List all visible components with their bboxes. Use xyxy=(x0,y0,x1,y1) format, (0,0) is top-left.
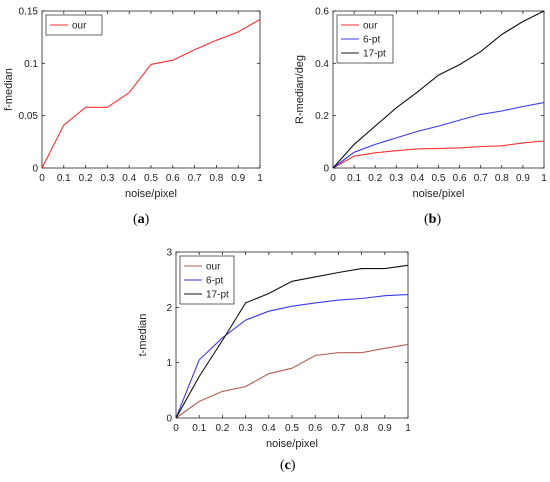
x-tick-label: 0.7 xyxy=(331,423,345,434)
x-tick-label: 0.4 xyxy=(122,173,136,184)
x-tick-label: 0.4 xyxy=(410,173,424,184)
x-tick-label: 0.3 xyxy=(389,173,403,184)
x-tick-label: 0.6 xyxy=(166,173,180,184)
y-tick-label: 3 xyxy=(166,248,172,259)
x-tick-label: 0 xyxy=(173,423,179,434)
x-tick-label: 0.6 xyxy=(308,423,322,434)
x-tick-label: 0.8 xyxy=(209,173,223,184)
x-tick-label: 0.1 xyxy=(347,173,361,184)
legend: our xyxy=(45,14,103,36)
series-line-our xyxy=(332,140,545,169)
panel-caption-c: (c) xyxy=(280,458,296,473)
panel-label-c: c xyxy=(284,458,291,473)
y-tick-label: 1 xyxy=(166,358,172,369)
legend-label: our xyxy=(363,21,378,32)
y-tick-label: 0 xyxy=(323,164,329,175)
y-tick-label: 2 xyxy=(166,303,172,314)
x-tick-label: 0 xyxy=(39,173,45,184)
series-line-6-pt xyxy=(332,102,545,169)
x-tick-label: 0.3 xyxy=(100,173,114,184)
y-tick-label: 0.2 xyxy=(315,111,329,122)
legend: our 6-pt 17-pt xyxy=(336,14,394,64)
legend-label: our xyxy=(72,21,87,32)
x-tick-label: 0.7 xyxy=(474,173,488,184)
x-tick-label: 0 xyxy=(330,173,336,184)
x-axis-label: noise/pixel xyxy=(413,188,465,200)
chart-panel-b: 0 0.1 0.2 0.3 0.4 0.5 0.6 0.7 0.8 0.9 1 0 0.2 0.4 0.6 n… xyxy=(294,7,547,201)
legend-label: 6-pt xyxy=(206,276,223,287)
x-tick-label: 0.6 xyxy=(453,173,467,184)
legend-label: 17-pt xyxy=(363,49,386,60)
legend: our 6-pt 17-pt xyxy=(179,255,235,305)
legend-label: our xyxy=(206,262,221,273)
x-tick-label: 0.1 xyxy=(192,423,206,434)
x-tick-label: 0.3 xyxy=(239,423,253,434)
x-tick-label: 0.2 xyxy=(79,173,93,184)
x-axis-label: noise/pixel xyxy=(125,188,177,200)
y-tick-label: 0 xyxy=(32,164,38,175)
series-line-17-pt xyxy=(175,264,409,419)
y-axis-label: R-median/deg xyxy=(294,55,306,124)
panel-caption-b: (b) xyxy=(424,212,442,227)
y-tick-label: 0.05 xyxy=(19,111,39,122)
x-axis-label: noise/pixel xyxy=(266,438,318,450)
legend-label: 6-pt xyxy=(363,35,380,46)
x-tick-label: 0.8 xyxy=(355,423,369,434)
y-tick-label: 0.6 xyxy=(315,7,329,18)
x-tick-label: 0.9 xyxy=(378,423,392,434)
x-tick-label: 0.2 xyxy=(368,173,382,184)
chart-panel-a: 0 0.1 0.2 0.3 0.4 0.5 0.6 0.7 0.8 0.9 1 0 0.05 0.1 0.1… xyxy=(3,7,263,201)
y-tick-label: 0.4 xyxy=(315,59,329,70)
x-tick-label: 0.9 xyxy=(516,173,530,184)
series-line-17-pt xyxy=(332,10,545,169)
panel-label-b: b xyxy=(428,212,437,227)
x-tick-label: 1 xyxy=(257,173,263,184)
x-tick-label: 0.9 xyxy=(231,173,245,184)
x-tick-label: 0.7 xyxy=(188,173,202,184)
x-tick-label: 0.1 xyxy=(57,173,71,184)
panel-label-a: a xyxy=(137,212,145,227)
series-line-our xyxy=(175,343,409,419)
legend-box xyxy=(45,14,103,36)
y-axis-label: t-median xyxy=(137,314,149,357)
y-axis-label: f-median xyxy=(3,68,15,111)
legend-label: 17-pt xyxy=(206,290,229,301)
x-tick-label: 0.5 xyxy=(285,423,299,434)
series-line-our xyxy=(41,18,261,169)
chart-panel-c: 0 0.1 0.2 0.3 0.4 0.5 0.6 0.7 0.8 0.9 1 0 1 2 3 noise/p… xyxy=(137,248,411,451)
x-tick-label: 1 xyxy=(541,173,547,184)
panel-caption-a: (a) xyxy=(133,212,150,227)
x-tick-label: 0.2 xyxy=(215,423,229,434)
y-tick-label: 0 xyxy=(166,414,172,425)
x-tick-label: 0.4 xyxy=(262,423,276,434)
x-tick-label: 1 xyxy=(405,423,411,434)
x-tick-label: 0.5 xyxy=(144,173,158,184)
x-tick-label: 0.5 xyxy=(432,173,446,184)
y-tick-label: 0.1 xyxy=(24,59,38,70)
y-tick-label: 0.15 xyxy=(19,7,39,18)
series-line-6-pt xyxy=(175,294,409,419)
x-tick-label: 0.8 xyxy=(495,173,509,184)
